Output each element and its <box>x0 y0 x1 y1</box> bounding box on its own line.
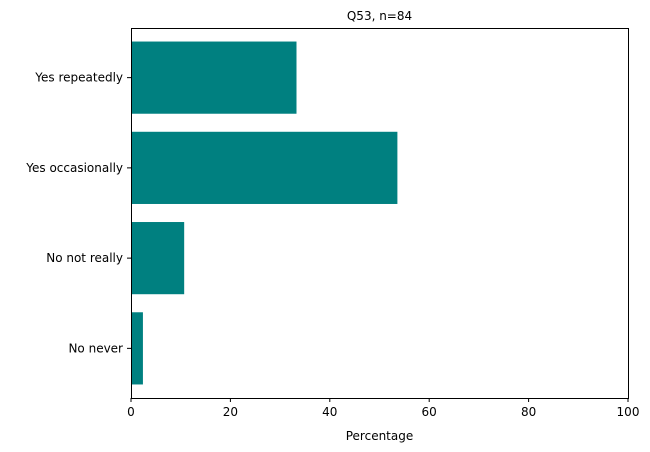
x-tick-label: 80 <box>521 405 536 419</box>
bars-group <box>131 41 398 385</box>
bar-yes-occasionally <box>131 131 398 204</box>
y-axis: Yes repeatedly Yes occasionally No not rea… <box>25 71 131 355</box>
x-axis-label: Percentage <box>346 429 414 443</box>
x-tick-label: 0 <box>127 405 135 419</box>
x-axis: 0 20 40 60 80 100 <box>127 398 639 419</box>
y-tick-label: No not really <box>46 251 123 265</box>
plot-frame <box>131 28 629 399</box>
x-tick-label: 100 <box>617 405 640 419</box>
x-tick-label: 40 <box>322 405 337 419</box>
bar-no-not-really <box>131 222 185 295</box>
chart-title: Q53, n=84 <box>347 9 412 23</box>
y-tick-label: Yes repeatedly <box>34 71 123 85</box>
bar-no-never <box>131 312 143 385</box>
y-tick-label: Yes occasionally <box>25 161 123 175</box>
bar-yes-repeatedly <box>131 41 297 114</box>
x-tick-label: 60 <box>422 405 437 419</box>
x-tick-label: 20 <box>223 405 238 419</box>
y-tick-label: No never <box>68 341 123 355</box>
